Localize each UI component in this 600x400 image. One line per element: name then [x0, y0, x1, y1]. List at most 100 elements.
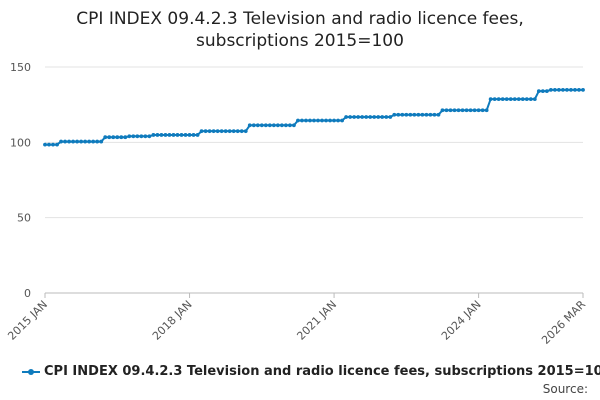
data-point — [300, 118, 304, 123]
data-point — [263, 123, 268, 128]
data-point — [504, 97, 509, 101]
data-point — [480, 108, 485, 113]
data-point — [404, 112, 409, 117]
data-point — [436, 112, 441, 117]
data-point — [235, 129, 240, 134]
data-point — [408, 112, 413, 117]
data-point — [372, 115, 377, 119]
data-point — [199, 129, 204, 134]
data-point — [159, 133, 164, 137]
data-point — [528, 97, 533, 101]
data-point — [368, 115, 373, 119]
data-point — [55, 142, 59, 147]
data-point — [43, 142, 47, 147]
data-point — [557, 88, 561, 92]
data-point — [360, 115, 365, 119]
data-point — [115, 135, 120, 140]
data-point — [380, 115, 385, 119]
chart-title: CPI INDEX 09.4.2.3 Television and radio … — [0, 8, 600, 52]
data-point — [231, 129, 236, 134]
data-point — [227, 129, 232, 134]
source-label: Source: — [542, 382, 588, 396]
data-point — [284, 123, 288, 128]
data-point — [508, 97, 513, 101]
data-point — [340, 118, 344, 123]
data-point — [211, 129, 216, 134]
data-point — [175, 133, 180, 137]
data-point — [316, 118, 320, 123]
data-point — [267, 123, 272, 128]
data-point — [151, 133, 156, 137]
data-point — [569, 88, 573, 92]
data-point — [412, 112, 417, 117]
chart-title-line-2: subscriptions 2015=100 — [196, 31, 404, 51]
data-point — [255, 123, 260, 128]
data-point — [440, 108, 445, 113]
data-point — [171, 133, 176, 137]
data-point — [328, 118, 332, 123]
data-point — [344, 115, 349, 119]
data-point — [179, 133, 184, 137]
y-tick-label: 150 — [10, 61, 31, 74]
x-tick-label: 2026 MAR — [539, 298, 588, 347]
data-point — [123, 135, 128, 140]
data-point — [384, 115, 389, 119]
data-point — [388, 115, 393, 119]
data-point — [352, 115, 357, 119]
data-point — [456, 108, 461, 113]
data-point — [51, 142, 55, 147]
data-point — [332, 118, 336, 123]
data-point — [520, 97, 525, 101]
x-tick-label: 2015 JAN — [5, 298, 50, 343]
data-point — [500, 97, 505, 101]
chart-title-line-1: CPI INDEX 09.4.2.3 Television and radio … — [76, 9, 524, 29]
data-point — [75, 139, 80, 144]
data-point — [155, 133, 160, 137]
data-point — [127, 134, 132, 139]
data-point — [553, 88, 557, 92]
data-point — [336, 118, 340, 123]
x-tick-label: 2021 JAN — [294, 298, 339, 343]
x-tick-label: 2018 JAN — [150, 298, 195, 343]
data-point — [139, 134, 144, 139]
data-point — [448, 108, 453, 113]
data-point — [279, 123, 284, 128]
data-point — [167, 133, 172, 137]
data-point — [71, 139, 75, 144]
y-tick-label: 50 — [17, 212, 31, 225]
data-point — [59, 139, 63, 144]
data-point — [432, 112, 437, 117]
x-tick-label: 2024 JAN — [439, 298, 484, 343]
data-point — [271, 123, 276, 128]
data-point — [540, 89, 545, 94]
data-point — [99, 139, 104, 144]
data-point — [444, 108, 449, 113]
data-point — [464, 108, 469, 113]
data-point — [324, 118, 328, 123]
data-point — [472, 108, 477, 113]
data-point — [577, 88, 581, 92]
data-point — [573, 88, 577, 92]
data-point — [131, 134, 136, 139]
data-point — [87, 139, 92, 144]
data-point — [356, 115, 361, 119]
data-point — [195, 133, 200, 137]
data-point — [308, 118, 312, 123]
data-point — [460, 108, 465, 113]
data-point — [544, 89, 549, 94]
data-point — [247, 123, 252, 128]
data-point — [420, 112, 425, 117]
data-point — [95, 139, 100, 144]
legend[interactable]: CPI INDEX 09.4.2.3 Television and radio … — [22, 364, 600, 379]
data-point — [320, 118, 324, 123]
y-tick-label: 0 — [24, 287, 31, 300]
data-point — [524, 97, 529, 101]
data-point — [376, 115, 381, 119]
data-point — [147, 134, 152, 139]
legend-line-marker-icon — [22, 367, 40, 377]
data-point — [259, 123, 264, 128]
data-point — [91, 139, 96, 144]
data-point — [296, 118, 300, 123]
data-point — [67, 139, 71, 144]
